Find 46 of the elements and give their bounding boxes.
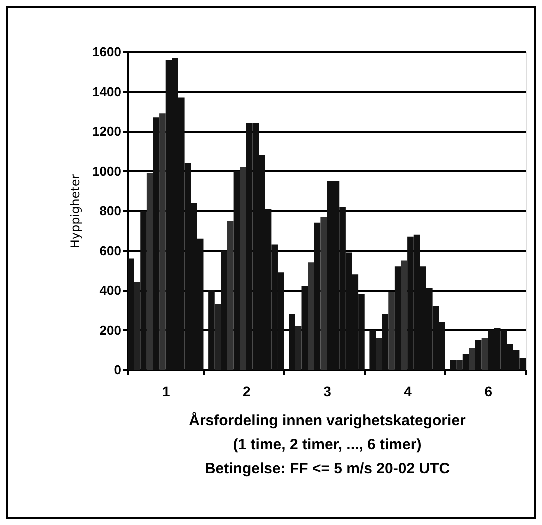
bar [456,360,463,370]
bar [128,258,134,370]
y-tick-label: 400 [100,283,122,298]
bar [153,118,160,370]
bar [208,290,215,370]
bar [482,338,488,370]
bar [214,304,222,370]
y-tick-label: 800 [100,204,122,218]
bar [308,262,314,370]
bar [314,222,321,370]
x-tick-label: 4 [404,384,412,400]
bar [394,266,402,370]
bar [134,282,141,370]
y-tick-label: 1400 [92,84,122,100]
bar [388,292,395,370]
x-axis-title: Årsfordeling innen varighetskategorier (1 time, 2 timer, ..., 6 timer) Betingelse: FF <= 5 m/s 20-02 UTC [189,412,466,478]
bar [382,314,389,370]
bar [320,216,327,370]
bar [234,171,240,370]
bar [302,286,308,370]
bar [401,260,408,370]
y-tick-label: 1600 [92,44,122,60]
bar [146,173,154,370]
bar [160,114,166,370]
x-tick-label: 2 [243,384,252,400]
bar [221,250,228,370]
y-tick-label: 200 [100,322,122,338]
bar [240,167,246,370]
x-tick-label: 6 [484,384,493,400]
y-tick-label: 0 [114,362,122,378]
bar [228,220,234,370]
bar [289,314,296,370]
bar [469,348,476,370]
y-axis-title: Hyppigheter [68,174,83,249]
bar [140,211,147,370]
bar [462,354,470,370]
x-tick-label: 1 [162,384,170,400]
bar [450,360,457,370]
bar [295,326,302,370]
y-tick-label: 1200 [92,124,122,139]
bar [476,340,482,370]
bar [376,338,382,370]
y-tick-label: 600 [100,243,122,258]
x-tick-label: 3 [324,384,332,400]
bar [370,330,376,370]
y-tick-label: 1000 [92,164,122,179]
